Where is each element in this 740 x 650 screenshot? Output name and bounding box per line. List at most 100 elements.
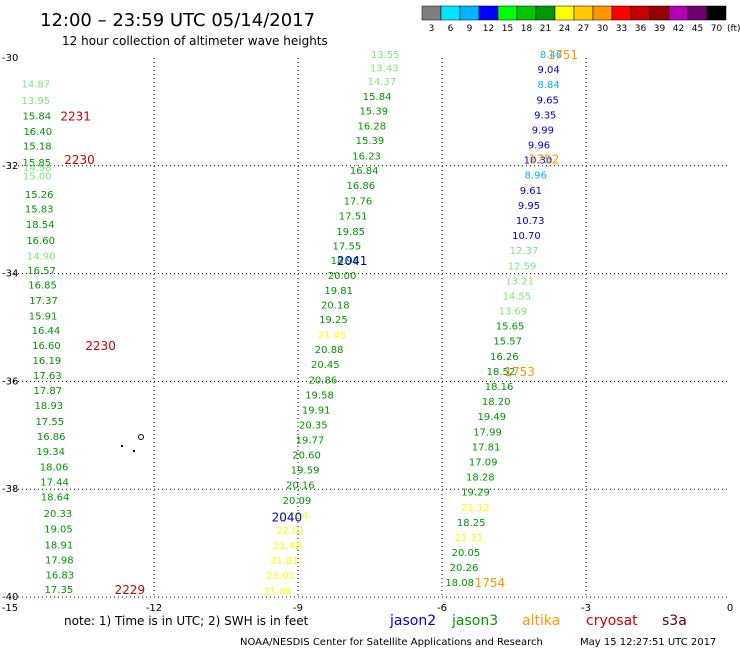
scale-swatch <box>630 5 651 21</box>
wave-height-value: 9.96 <box>528 141 550 152</box>
wave-height-value: 20.35 <box>299 420 328 431</box>
wave-height-value: 17.76 <box>344 197 373 208</box>
chart-title: 12:00 – 23:59 UTC 05/14/2017 <box>40 10 315 31</box>
axis-tick-labels: -15 -12 -9 -6 -3 0-30-32-34-36-38-40 <box>2 53 733 614</box>
scale-swatch <box>649 5 670 21</box>
wave-height-value: 9.65 <box>537 95 559 106</box>
wave-height-value: 17.44 <box>40 477 69 488</box>
wave-height-value: 18.06 <box>40 462 69 473</box>
wave-height-value: 14.98 <box>23 163 52 174</box>
wave-height-value: 17.81 <box>472 442 501 453</box>
wave-height-value: 18.54 <box>26 220 55 231</box>
wave-height-value: 19.81 <box>324 286 353 297</box>
y-tick-label: -38 <box>2 484 18 495</box>
wave-height-value: 15.91 <box>29 311 58 322</box>
scale-label: 30 <box>597 24 609 34</box>
wave-height-value: 16.86 <box>346 181 375 192</box>
wave-height-value: 18.93 <box>34 401 63 412</box>
scale-swatch <box>478 5 499 21</box>
scale-label: 36 <box>635 24 647 34</box>
wave-height-value: 19.25 <box>319 315 348 326</box>
wave-height-value: 16.40 <box>23 127 52 138</box>
wave-height-value: 16.60 <box>32 341 61 352</box>
color-scale-legend: 3 6 9 12 15 18 21 24 27 30 33 36 39 42 45 70 (ft) <box>421 5 740 34</box>
scale-label: 42 <box>673 24 684 34</box>
pass-time-label: 1754 <box>475 576 506 590</box>
scale-label: 27 <box>578 24 589 34</box>
scale-label: 45 <box>692 24 703 34</box>
wave-height-value: 16.85 <box>28 281 57 292</box>
wave-height-value: 17.55 <box>333 241 362 252</box>
y-tick-label: -40 <box>2 592 18 603</box>
wave-height-value: 17.87 <box>34 386 63 397</box>
wave-height-value: 20.18 <box>321 301 350 312</box>
wave-height-value: 16.19 <box>33 356 62 367</box>
wave-height-value: 10.30 <box>524 156 553 167</box>
grid-lines <box>10 58 730 598</box>
scale-label: 9 <box>467 24 473 34</box>
wave-height-value: 18.16 <box>485 382 514 393</box>
scale-label: 21 <box>540 24 551 34</box>
wave-height-value: 19.85 <box>336 227 365 238</box>
wave-height-value: 8.84 <box>538 80 560 91</box>
scale-swatch <box>611 5 632 21</box>
wave-height-value: 21.81 <box>270 556 299 567</box>
wave-height-value: 15.83 <box>25 205 54 216</box>
wave-height-value: 13.69 <box>499 307 528 318</box>
wave-height-value: 19.91 <box>302 406 331 417</box>
scale-label: 12 <box>483 24 494 34</box>
wave-height-value: 19.49 <box>478 412 507 423</box>
wave-height-value: 20.16 <box>286 481 315 492</box>
wave-height-value: 20.09 <box>283 496 312 507</box>
wave-height-value: 18.20 <box>482 397 511 408</box>
wave-height-value: 16.83 <box>46 571 75 582</box>
wave-height-value: 17.37 <box>29 296 58 307</box>
scale-label: 24 <box>559 24 571 34</box>
wave-height-value: 9.35 <box>534 110 556 121</box>
y-tick-label: -34 <box>2 269 18 280</box>
wave-height-value: 20.33 <box>44 509 73 520</box>
scale-swatch <box>440 5 461 21</box>
wave-height-value: 13.21 <box>505 276 534 287</box>
wave-height-value: 14.90 <box>27 252 56 263</box>
scale-label: 70 <box>711 24 723 34</box>
wave-height-value: 13.43 <box>370 63 399 74</box>
wave-height-value: 20.45 <box>311 360 340 371</box>
wave-height-value: 15.85 <box>22 158 51 169</box>
wave-height-value: 18.25 <box>457 518 486 529</box>
pass-time-label: 2231 <box>60 109 91 123</box>
wave-height-value: 8.96 <box>525 171 547 182</box>
wave-height-value: 15.84 <box>22 111 51 122</box>
pass-time-label: 2229 <box>115 583 146 597</box>
wave-height-value: 17.99 <box>473 427 502 438</box>
wave-height-value: 19.77 <box>296 435 325 446</box>
scale-swatch <box>535 5 556 21</box>
wave-height-value: 16.84 <box>350 166 379 177</box>
wave-height-value: 19.58 <box>305 391 334 402</box>
wave-height-value: 9.95 <box>518 201 540 212</box>
scale-swatch <box>687 5 708 21</box>
wave-height-value: 15.39 <box>359 107 388 118</box>
wave-height-value: 20.00 <box>328 271 357 282</box>
wave-height-value: 13.95 <box>22 96 51 107</box>
wave-height-value: 19.59 <box>291 466 320 477</box>
pass-time-label: 1751 <box>548 48 579 62</box>
scale-swatch <box>573 5 594 21</box>
wave-height-value: 9.99 <box>532 125 554 136</box>
wave-height-value: 10.70 <box>512 231 541 242</box>
wave-height-value: 21.12 <box>461 503 490 514</box>
y-tick-label: -36 <box>2 376 18 387</box>
footnote: note: 1) Time is in UTC; 2) SWH is in fe… <box>64 614 309 628</box>
wave-height-value: 16.23 <box>352 151 381 162</box>
pass-time-label: 2041 <box>337 254 368 268</box>
wave-height-value: 15.26 <box>25 190 54 201</box>
pass-time-label: 1753 <box>504 365 535 379</box>
wave-height-value: 12.37 <box>510 246 539 257</box>
scale-swatch <box>497 5 518 21</box>
scale-label: 15 <box>502 24 513 34</box>
satellite-legend-item: jason2 <box>389 613 436 629</box>
wave-height-value: 17.63 <box>33 371 62 382</box>
wave-height-value: 20.26 <box>450 563 479 574</box>
wave-height-value: 10.73 <box>516 216 545 227</box>
wave-height-value: 15.65 <box>496 322 525 333</box>
